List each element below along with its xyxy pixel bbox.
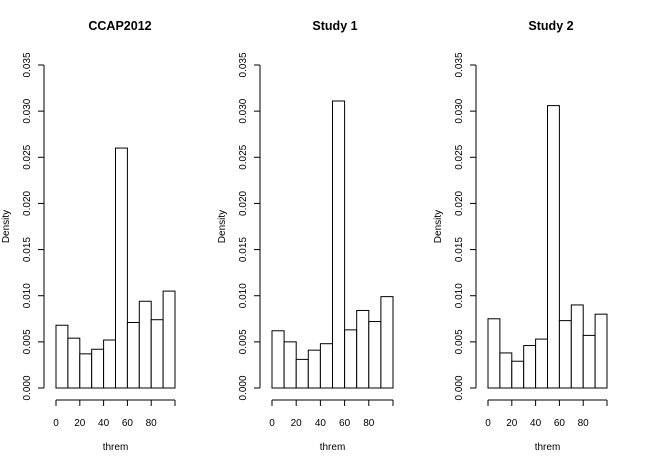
histogram-bar: [368, 321, 382, 389]
y-tick-label: 0.025: [22, 144, 33, 169]
y-tick-label: 0.000: [238, 375, 249, 400]
histogram-bar: [558, 320, 572, 389]
y-tick-label: 0.025: [238, 144, 249, 169]
histogram-bar: [332, 100, 346, 389]
y-tick-label: 0.030: [454, 98, 465, 123]
histogram-panel-1: CCAP2012 0.000 0.005 0.010 0.015 0.020 0.025 0.…: [1, 19, 176, 453]
x-tick-label: 80: [146, 418, 158, 429]
y-tick-label: 0.030: [238, 98, 249, 123]
x-tick-label: 40: [98, 418, 110, 429]
y-axis-label: Density: [217, 210, 228, 243]
histogram-panel-2: Study 1 0.000 0.005 0.010 0.015 0.020 0.025 0.0…: [217, 19, 394, 453]
histogram-bar: [162, 290, 176, 389]
histogram-bar: [547, 105, 560, 389]
x-tick-label: 60: [339, 418, 351, 429]
histogram-bar: [523, 345, 537, 389]
x-tick-label: 60: [122, 418, 134, 429]
histogram-bar: [356, 309, 370, 389]
y-tick-label: 0.030: [22, 98, 33, 123]
histogram-panel-3: Study 2 0.000 0.005 0.010 0.015 0.020 0.025 0.0…: [433, 19, 608, 453]
y-tick-label: 0.035: [238, 52, 249, 77]
histogram-bar: [380, 296, 394, 389]
y-tick-label: 0.020: [22, 190, 33, 215]
x-tick-label: 80: [363, 418, 375, 429]
histogram-bar: [319, 343, 333, 389]
x-tick-label: 0: [485, 418, 491, 429]
histogram-bar: [150, 319, 164, 389]
x-tick-label: 20: [291, 418, 303, 429]
histogram-bar: [283, 341, 297, 389]
x-tick-label: 60: [554, 418, 566, 429]
chart-title: Study 1: [312, 19, 357, 33]
x-axis-label: threm: [320, 442, 346, 453]
y-tick-label: 0.010: [454, 283, 465, 308]
histogram-bar: [570, 304, 584, 389]
x-tick-label: 20: [506, 418, 518, 429]
y-axis-label: Density: [1, 210, 12, 243]
y-tick-label: 0.020: [238, 190, 249, 215]
histogram-bar: [511, 360, 525, 389]
x-tick-label: 20: [74, 418, 86, 429]
histogram-bar: [535, 338, 548, 389]
x-tick-label: 0: [269, 418, 275, 429]
histogram-bar: [271, 330, 285, 389]
histogram-bar: [67, 337, 81, 389]
y-tick-label: 0.035: [22, 52, 33, 77]
x-tick-label: 40: [315, 418, 327, 429]
y-tick-label: 0.005: [238, 329, 249, 354]
y-tick-label: 0.015: [454, 237, 465, 262]
histogram-bar: [295, 358, 309, 389]
chart-title: Study 2: [528, 19, 573, 33]
y-tick-label: 0.015: [22, 237, 33, 262]
y-tick-label: 0.005: [22, 329, 33, 354]
histogram-bar: [344, 329, 358, 389]
x-tick-label: 0: [53, 418, 59, 429]
y-tick-label: 0.010: [22, 283, 33, 308]
y-tick-label: 0.035: [454, 52, 465, 77]
histogram-bar: [499, 352, 513, 389]
y-tick-label: 0.005: [454, 329, 465, 354]
histogram-bar: [594, 313, 608, 389]
x-tick-label: 80: [578, 418, 590, 429]
histogram-bar: [103, 339, 116, 389]
x-axis-label: threm: [103, 442, 129, 453]
x-axis-label: threm: [535, 442, 561, 453]
histogram-bar: [307, 349, 321, 389]
y-tick-label: 0.010: [238, 283, 249, 308]
y-tick-label: 0.025: [454, 144, 465, 169]
histogram-bar: [55, 324, 69, 389]
y-tick-label: 0.015: [238, 237, 249, 262]
histogram-bar: [115, 147, 128, 389]
histogram-bar: [79, 353, 93, 389]
histogram-bar: [91, 348, 105, 389]
histogram-bar: [487, 318, 501, 389]
x-tick-label: 40: [530, 418, 542, 429]
chart-title: CCAP2012: [88, 19, 151, 33]
y-tick-label: 0.020: [454, 190, 465, 215]
histogram-bar: [138, 300, 152, 389]
y-axis-label: Density: [433, 210, 444, 243]
y-tick-label: 0.000: [22, 375, 33, 400]
histogram-bar: [582, 334, 596, 389]
y-tick-label: 0.000: [454, 375, 465, 400]
histogram-bar: [126, 321, 140, 389]
